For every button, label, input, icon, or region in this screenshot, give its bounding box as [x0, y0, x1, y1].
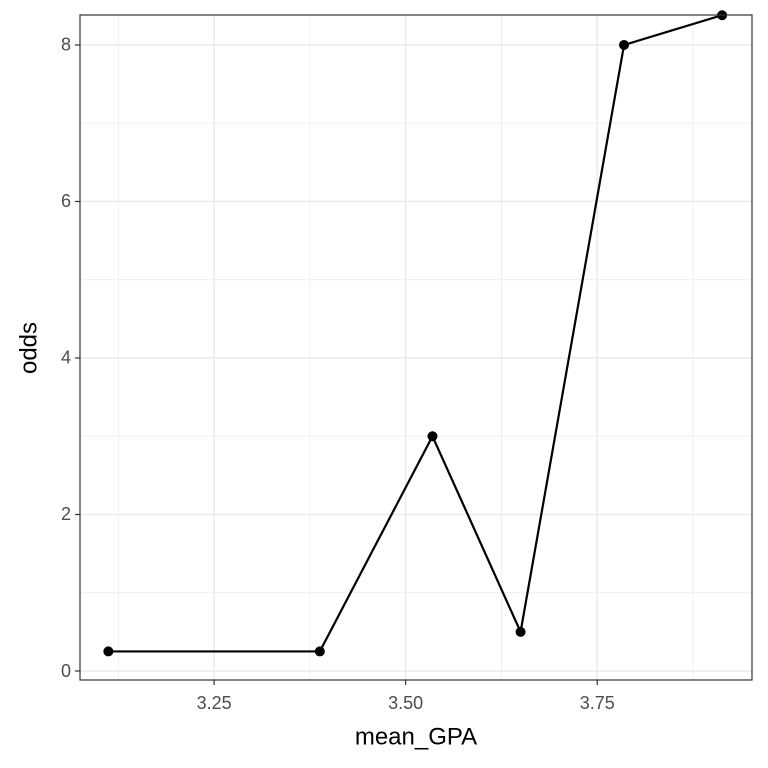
y-tick-label: 6	[61, 191, 71, 211]
x-tick-label: 3.25	[197, 693, 232, 713]
point	[427, 431, 438, 442]
panel-border	[79, 14, 753, 681]
panel-background	[80, 15, 752, 680]
point	[619, 39, 630, 50]
point	[103, 646, 114, 657]
x-tick-label: 3.50	[388, 693, 423, 713]
y-tick-label: 2	[61, 504, 71, 524]
y-tick-label: 0	[61, 661, 71, 681]
y-tick-label: 8	[61, 35, 71, 55]
y-tick-label: 4	[61, 348, 71, 368]
y-axis-title: odds	[15, 322, 42, 374]
point	[314, 646, 325, 657]
line	[108, 14, 723, 653]
x-tick-label: 3.75	[580, 693, 615, 713]
point	[515, 626, 526, 637]
x-axis-title: mean_GPA	[355, 723, 477, 750]
